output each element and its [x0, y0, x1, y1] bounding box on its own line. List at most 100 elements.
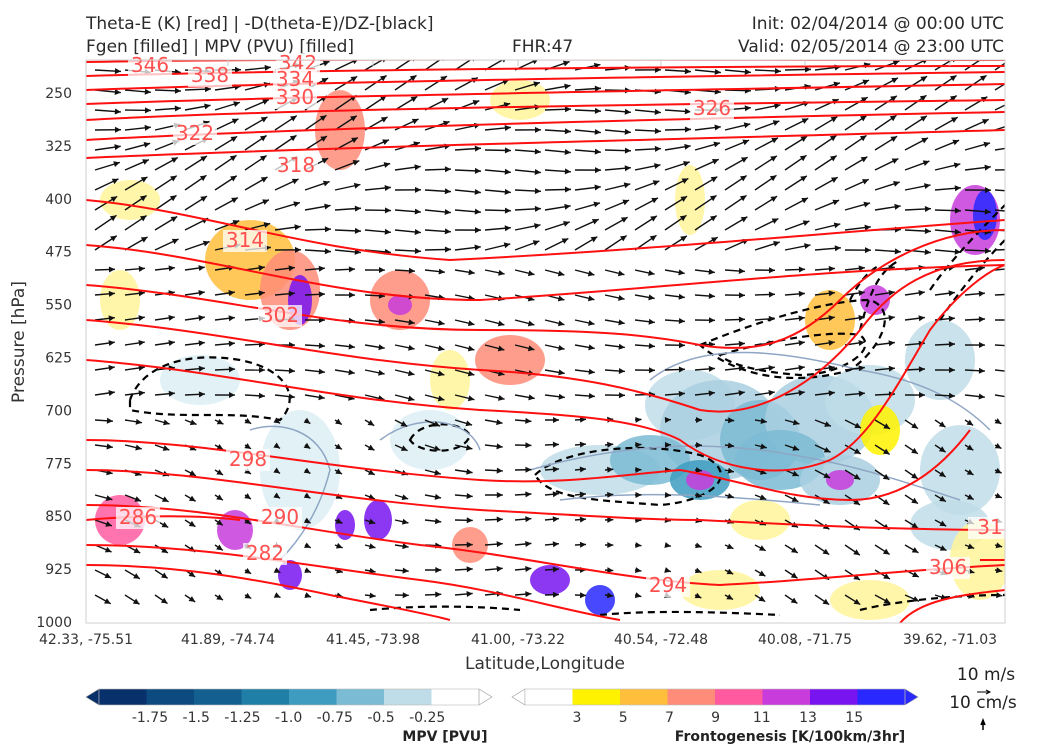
wind-arrow-head	[695, 442, 703, 449]
mpv-outline	[379, 421, 481, 451]
wind-arrow-head	[790, 597, 798, 604]
field-blob	[390, 410, 470, 470]
wind-arrow-head	[684, 68, 691, 75]
mpv-colorbar-tick: -0.75	[317, 710, 353, 726]
fgen-colorbar-swatch	[572, 689, 621, 705]
wind-arrow-head	[678, 318, 685, 324]
wind-arrow-head	[273, 442, 281, 449]
wind-arrow-head	[161, 572, 168, 579]
wind-arrow-head	[1009, 317, 1015, 323]
wind-arrow-head	[467, 320, 475, 327]
wind-arrow-head	[533, 81, 540, 88]
wind-arrow-head	[133, 573, 140, 579]
wind-arrow-head	[758, 595, 766, 602]
theta-e-contour	[86, 199, 1005, 262]
wind-arrow-head	[618, 319, 625, 326]
wind-arrow-head	[384, 228, 391, 235]
filled-fields	[86, 80, 1005, 623]
wind-arrow-head	[198, 340, 205, 347]
theta-e-label-bg	[273, 69, 317, 91]
wind-arrow-head	[588, 368, 595, 375]
wind-arrow-head	[244, 568, 252, 574]
wind-arrow-head	[954, 248, 961, 255]
wind-arrow-head	[303, 492, 311, 499]
field-blob	[675, 165, 705, 235]
stability-contour	[929, 204, 1005, 321]
wind-arrow-head	[726, 543, 734, 550]
wind-arrow-head	[170, 175, 177, 182]
theta-e-contour	[86, 515, 241, 521]
mpv-colorbar-tick: -0.25	[409, 710, 445, 726]
wind-arrow-head	[579, 541, 587, 548]
wind-arrow-head	[401, 494, 409, 501]
wind-arrow-head	[474, 167, 481, 174]
wind-arrow-head	[378, 344, 385, 351]
wind-arrow-head	[800, 136, 808, 142]
mpv-colorbar-title: MPV [PVU]	[402, 729, 487, 745]
wind-arrow-head	[258, 367, 265, 374]
wind-arrow-head	[984, 247, 991, 254]
wind-arrow-head	[995, 542, 1003, 549]
wind-arrow-head	[966, 419, 974, 426]
wind-arrow-head	[678, 390, 685, 397]
wind-arrow-head	[882, 548, 890, 555]
wind-arrow-head	[953, 162, 961, 169]
wind-arrow-head	[648, 318, 655, 325]
wind-arrow-head	[378, 369, 385, 376]
wind-arrow-head	[859, 115, 867, 122]
wind-key-horizontal: 10 m/s	[957, 665, 1015, 685]
mpv-colorbar-swatch	[241, 689, 290, 705]
wind-arrow-head	[498, 394, 505, 401]
wind-arrow-head	[552, 441, 559, 448]
wind-arrow-head	[858, 265, 865, 272]
wind-arrow-head	[557, 295, 565, 302]
wind-arrow-head	[954, 185, 961, 192]
theta-e-label: 294	[649, 573, 687, 597]
wind-arrow-head	[199, 175, 207, 182]
wind-arrow-head	[189, 419, 197, 426]
x-tick-label: 41.89, -74.74	[181, 632, 275, 648]
field-blob	[585, 585, 615, 615]
wind-arrow-head	[768, 389, 775, 396]
wind-arrow-head	[231, 197, 238, 204]
stability-contour	[849, 259, 901, 331]
x-tick-label: 42.33, -75.51	[39, 632, 133, 648]
wind-arrow-head	[654, 108, 661, 115]
wind-arrow-head	[890, 136, 898, 142]
wind-arrow-head	[579, 441, 587, 448]
init-time: Init: 02/04/2014 @ 00:00 UTC	[751, 14, 1004, 34]
wind-arrow-head	[198, 315, 205, 321]
y-axis: 250 325 400 475 550 625 700 775 850 925 1000	[36, 86, 72, 631]
wind-arrow-head	[853, 598, 861, 605]
wind-arrow-head	[911, 547, 919, 553]
fgen-colorbar-tick: 11	[753, 710, 771, 726]
wind-arrow-head	[967, 543, 975, 550]
wind-arrow-head	[367, 419, 375, 426]
wind-arrow-head	[466, 566, 473, 573]
wind-arrow-head	[231, 118, 239, 125]
x-axis-label: Latitude,Longitude	[465, 654, 625, 674]
wind-arrow-head	[188, 520, 196, 527]
wind-arrow-head	[983, 141, 991, 148]
wind-arrow-head	[759, 494, 767, 501]
wind-arrow-head	[444, 246, 451, 253]
wind-arrow-head	[564, 186, 571, 193]
wind-arrow-head	[232, 220, 240, 226]
wind-arrow-head	[939, 520, 947, 527]
theta-e-label-bg	[226, 449, 270, 471]
fgen-colorbar-arrow-left	[511, 688, 526, 706]
wind-arrow-head	[400, 445, 408, 451]
mpv-colorbar: -1.75 -1.5 -1.25 -1.0 -0.75 -0.5 -0.25	[85, 688, 493, 726]
wind-arrow-head	[774, 103, 781, 109]
wind-arrow-head	[982, 119, 989, 125]
mpv-colorbar-swatch	[336, 689, 385, 705]
wind-arrow-shaft	[424, 60, 441, 71]
wind-arrow-head	[984, 208, 991, 215]
wind-arrow-head	[262, 199, 269, 205]
fgen-colorbar-swatch	[667, 689, 716, 705]
wind-arrow-head	[984, 164, 991, 171]
wind-arrow-head	[132, 598, 140, 605]
wind-arrow-head	[216, 418, 224, 425]
wind-arrow-head	[714, 68, 721, 75]
mpv-colorbar-frame	[98, 688, 480, 706]
